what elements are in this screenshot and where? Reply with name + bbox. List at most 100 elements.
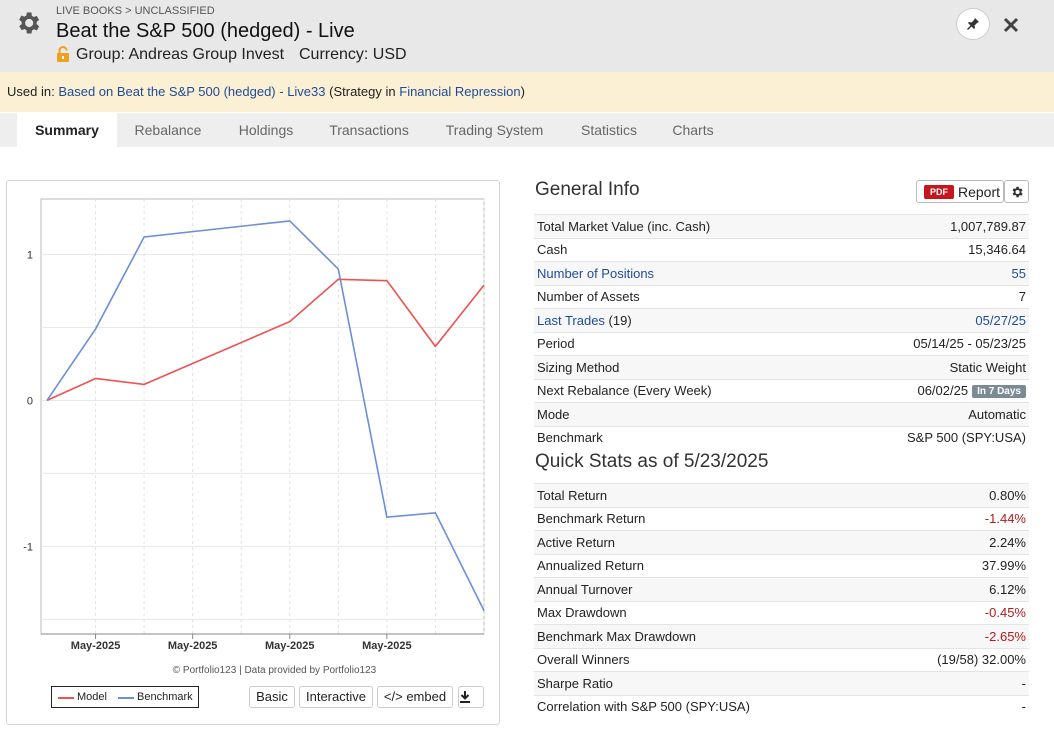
table-row: Number of Positions 55	[534, 261, 1029, 285]
report-settings-button[interactable]	[1004, 180, 1029, 203]
tab-rebalance[interactable]: Rebalance	[134, 122, 202, 138]
row-label-text: Mode	[537, 406, 570, 422]
row-label: Max Drawdown	[534, 600, 880, 625]
row-value[interactable]: 05/27/25	[826, 308, 1029, 332]
row-value[interactable]: 55	[826, 261, 1029, 285]
row-value-text: 6.12%	[989, 581, 1026, 597]
x-tick-label: May-2025	[71, 640, 121, 652]
gear-icon[interactable]	[14, 9, 42, 37]
table-row: Mode Automatic	[534, 402, 1029, 426]
chart-legend: Model Benchmark	[51, 686, 199, 708]
y-tick-label: -1	[23, 541, 33, 553]
plot-area	[40, 198, 485, 635]
row-label-text: Number of Assets	[537, 289, 640, 305]
table-row: Benchmark Max Drawdown -2.65%	[534, 624, 1029, 648]
header: LIVE BOOKS > UNCLASSIFIED Beat the S&P 5…	[0, 0, 1054, 72]
row-label: Number of Assets	[534, 284, 827, 309]
table-row: Sizing Method Static Weight	[534, 355, 1029, 379]
basic-button[interactable]: Basic	[249, 686, 295, 708]
tab-bar: Summary Rebalance Holdings Transactions …	[0, 113, 1054, 147]
row-value-text: Static Weight	[949, 359, 1026, 375]
row-label-text[interactable]: Number of Positions	[537, 265, 655, 281]
tab-summary[interactable]: Summary	[17, 113, 117, 147]
used-in-middle: (Strategy in	[329, 84, 396, 99]
row-label-text: Annualized Return	[537, 558, 644, 574]
row-value-text: -	[1021, 699, 1026, 715]
lock-icon	[57, 46, 69, 62]
tab-trading-system[interactable]: Trading System	[445, 122, 544, 138]
row-value-text: 1,007,789.87	[950, 218, 1026, 234]
breadcrumb: LIVE BOOKS > UNCLASSIFIED	[56, 5, 215, 17]
table-row: Benchmark Return -1.44%	[534, 506, 1029, 531]
row-value-text: -0.45%	[984, 605, 1026, 621]
row-value-text[interactable]: 55	[1011, 265, 1026, 281]
pin-button[interactable]	[956, 8, 990, 40]
table-row: Annual Turnover 6.12%	[534, 577, 1029, 601]
line-chart: -1 0 1 May-2025 May-2025 May-2025 May-2025 © Po…	[23, 198, 485, 676]
table-row: Max Drawdown -0.45%	[534, 600, 1029, 625]
download-button[interactable]	[458, 686, 484, 708]
row-label: Annualized Return	[534, 553, 880, 578]
quick-stats-table: Total Return 0.80% Benchmark Return -1.44% A…	[534, 483, 1029, 718]
row-value: 15,346.64	[826, 237, 1029, 262]
row-value: 6.12%	[879, 577, 1029, 601]
row-label: Total Return	[534, 483, 880, 507]
report-button[interactable]: PDF Report	[916, 180, 1004, 203]
row-label: Benchmark Return	[534, 506, 880, 531]
row-label[interactable]: Number of Positions	[534, 261, 827, 285]
row-label[interactable]: Last Trades (19)	[534, 308, 827, 332]
tab-charts[interactable]: Charts	[672, 122, 714, 138]
general-info-table: Total Market Value (inc. Cash) 1,007,789.…	[534, 214, 1029, 449]
chart-credit: © Portfolio123 | Data provided by Portfo…	[173, 665, 377, 676]
download-icon	[460, 691, 470, 703]
row-label-text: Sizing Method	[537, 359, 620, 375]
table-row: Correlation with S&P 500 (SPY:USA) -	[534, 694, 1029, 718]
page-title: Beat the S&P 500 (hedged) - Live	[56, 20, 355, 42]
row-value-text: -	[1021, 675, 1026, 691]
row-label: Sizing Method	[534, 355, 827, 379]
y-tick-label: 1	[27, 249, 33, 261]
row-value: (19/58) 32.00%	[879, 647, 1029, 672]
legend-benchmark-label: Benchmark	[137, 691, 193, 703]
used-in-suffix: )	[520, 84, 525, 99]
tab-statistics[interactable]: Statistics	[580, 122, 637, 138]
row-label-text[interactable]: Last Trades	[537, 312, 605, 328]
row-label: Correlation with S&P 500 (SPY:USA)	[534, 694, 880, 718]
row-value-text: 7	[1018, 289, 1026, 305]
row-value: Automatic	[826, 402, 1029, 426]
legend-model-swatch	[58, 697, 74, 699]
row-label: Overall Winners	[534, 647, 880, 672]
series-line-model	[46, 278, 485, 402]
table-row: Active Return 2.24%	[534, 530, 1029, 554]
row-value: -	[879, 694, 1029, 718]
table-row: Annualized Return 37.99%	[534, 553, 1029, 578]
row-value-text: (19/58) 32.00%	[937, 652, 1026, 668]
row-value: S&P 500 (SPY:USA)	[826, 425, 1029, 449]
row-value-text: 06/02/25	[917, 383, 969, 399]
tab-transactions[interactable]: Transactions	[329, 122, 409, 138]
legend-model-label: Model	[77, 691, 107, 703]
row-value: 1,007,789.87	[826, 214, 1029, 238]
row-value-text: 0.80%	[989, 487, 1026, 503]
table-row: Number of Assets 7	[534, 284, 1029, 309]
tab-holdings[interactable]: Holdings	[238, 122, 294, 138]
series-line-benchmark	[46, 220, 485, 611]
used-in-link[interactable]: Based on Beat the S&P 500 (hedged) - Liv…	[58, 84, 326, 99]
x-tick-label: May-2025	[265, 640, 315, 652]
row-label-text: Annual Turnover	[537, 581, 633, 597]
embed-button[interactable]: </> embed	[377, 686, 453, 708]
close-icon	[1003, 17, 1019, 33]
close-button[interactable]	[1000, 14, 1022, 36]
row-label-text: Benchmark Max Drawdown	[537, 628, 696, 644]
table-row: Cash 15,346.64	[534, 237, 1029, 262]
row-label-text: Benchmark	[537, 430, 603, 446]
row-value-text[interactable]: 05/27/25	[975, 312, 1026, 328]
strategy-link[interactable]: Financial Repression	[399, 84, 521, 99]
legend-benchmark-swatch	[118, 697, 134, 699]
interactive-button[interactable]: Interactive	[299, 686, 373, 708]
y-tick-label: 0	[27, 395, 33, 407]
row-value-text: S&P 500 (SPY:USA)	[907, 430, 1026, 446]
pin-icon	[967, 18, 979, 30]
row-label-text: Total Market Value (inc. Cash)	[537, 218, 711, 234]
row-label-text: Active Return	[537, 534, 616, 550]
